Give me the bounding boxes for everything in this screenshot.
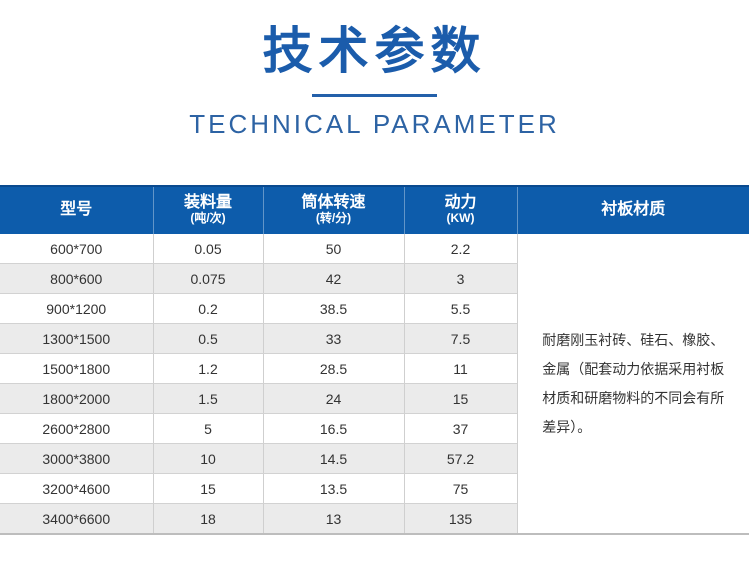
cell-power: 3 bbox=[404, 263, 518, 294]
cell-power: 75 bbox=[404, 473, 518, 504]
liner-material-line: 金属（配套动力依据采用衬板 bbox=[542, 360, 725, 377]
col-header-power-unit: (KW) bbox=[446, 211, 475, 225]
table-row: 600*700 0.05 50 2.2 耐磨刚玉衬砖、硅石、橡胶、 金属（配套动力依据采用… bbox=[0, 234, 749, 535]
cell-speed: 24 bbox=[263, 383, 405, 414]
cell-model: 800*600 bbox=[0, 263, 154, 294]
col-header-speed-unit: (转/分) bbox=[315, 211, 352, 225]
spec-table: 型号 装料量 (吨/次) 筒体转速 (转/分) 动力 (KW) bbox=[0, 185, 749, 535]
cell-speed: 50 bbox=[263, 234, 405, 264]
liner-material-text: 耐磨刚玉衬砖、硅石、橡胶、 金属（配套动力依据采用衬板 材质和研磨物料的不同会有所差… bbox=[542, 326, 724, 442]
liner-material-line: 差异）。 bbox=[542, 418, 592, 435]
cell-load: 15 bbox=[153, 473, 264, 504]
col-header-model-label: 型号 bbox=[60, 200, 93, 218]
page-header: 技术参数 TECHNICAL PARAMETER bbox=[0, 0, 749, 140]
cell-model: 3200*4600 bbox=[0, 473, 154, 504]
col-header-model: 型号 bbox=[0, 185, 154, 234]
cell-load: 1.5 bbox=[153, 383, 264, 414]
header-row: 型号 装料量 (吨/次) 筒体转速 (转/分) 动力 (KW) bbox=[0, 185, 749, 234]
cell-power: 5.5 bbox=[404, 293, 518, 324]
cell-model: 1800*2000 bbox=[0, 383, 154, 414]
cell-load: 0.2 bbox=[153, 293, 264, 324]
col-header-speed-label: 筒体转速 bbox=[301, 194, 366, 211]
liner-material-cell: 耐磨刚玉衬砖、硅石、橡胶、 金属（配套动力依据采用衬板 材质和研磨物料的不同会有所差… bbox=[516, 234, 749, 535]
spec-table-body: 600*700 0.05 50 2.2 耐磨刚玉衬砖、硅石、橡胶、 金属（配套动力依据采用… bbox=[0, 234, 749, 535]
title-divider bbox=[312, 94, 437, 97]
col-header-power: 动力 (KW) bbox=[404, 185, 518, 234]
cell-model: 3400*6600 bbox=[0, 503, 154, 535]
cell-power: 7.5 bbox=[404, 323, 518, 354]
cell-power: 135 bbox=[404, 503, 518, 535]
table-row: 1800*2000 1.5 24 15 bbox=[0, 383, 749, 414]
cell-power: 2.2 bbox=[404, 234, 518, 264]
table-row: 2600*2800 5 16.5 37 bbox=[0, 413, 749, 444]
cell-model: 600*700 bbox=[0, 234, 154, 264]
cell-power: 11 bbox=[404, 353, 518, 384]
cell-power: 37 bbox=[404, 413, 518, 444]
col-header-power-label: 动力 bbox=[444, 194, 477, 211]
cell-model: 1500*1800 bbox=[0, 353, 154, 384]
page-title: 技术参数 bbox=[262, 23, 487, 79]
spec-table-head: 型号 装料量 (吨/次) 筒体转速 (转/分) 动力 (KW) bbox=[0, 185, 749, 234]
cell-model: 3000*3800 bbox=[0, 443, 154, 474]
col-header-speed: 筒体转速 (转/分) bbox=[263, 185, 405, 234]
col-header-liner-label: 衬板材质 bbox=[601, 200, 666, 218]
cell-load: 5 bbox=[153, 413, 264, 444]
cell-load: 0.075 bbox=[153, 263, 264, 294]
cell-model: 900*1200 bbox=[0, 293, 154, 324]
page-subtitle: TECHNICAL PARAMETER bbox=[189, 109, 560, 139]
table-row: 3200*4600 15 13.5 75 bbox=[0, 473, 749, 504]
table-row: 1500*1800 1.2 28.5 11 bbox=[0, 353, 749, 384]
liner-material-line: 材质和研磨物料的不同会有所 bbox=[542, 389, 725, 406]
table-row: 800*600 0.075 42 3 bbox=[0, 263, 749, 294]
cell-load: 10 bbox=[153, 443, 264, 474]
cell-speed: 42 bbox=[263, 263, 405, 294]
cell-speed: 13 bbox=[263, 503, 405, 535]
liner-material-line: 耐磨刚玉衬砖、硅石、橡胶、 bbox=[542, 331, 725, 348]
spec-table-wrap: 型号 装料量 (吨/次) 筒体转速 (转/分) 动力 (KW) bbox=[0, 185, 749, 535]
cell-speed: 16.5 bbox=[263, 413, 405, 444]
cell-speed: 14.5 bbox=[263, 443, 405, 474]
table-row: 3000*3800 10 14.5 57.2 bbox=[0, 443, 749, 474]
cell-power: 15 bbox=[404, 383, 518, 414]
table-row: 1300*1500 0.5 33 7.5 bbox=[0, 323, 749, 354]
cell-model: 2600*2800 bbox=[0, 413, 154, 444]
table-row: 900*1200 0.2 38.5 5.5 bbox=[0, 293, 749, 324]
cell-load: 1.2 bbox=[153, 353, 264, 384]
cell-load: 0.05 bbox=[153, 234, 264, 264]
table-row: 3400*6600 18 13 135 bbox=[0, 503, 749, 535]
col-header-load: 装料量 (吨/次) bbox=[153, 185, 264, 234]
cell-load: 18 bbox=[153, 503, 264, 535]
cell-speed: 13.5 bbox=[263, 473, 405, 504]
cell-speed: 33 bbox=[263, 323, 405, 354]
col-header-load-label: 装料量 bbox=[183, 194, 232, 211]
cell-load: 0.5 bbox=[153, 323, 264, 354]
col-header-liner: 衬板材质 bbox=[517, 185, 749, 234]
cell-speed: 38.5 bbox=[263, 293, 405, 324]
col-header-load-unit: (吨/次) bbox=[190, 211, 226, 225]
cell-model: 1300*1500 bbox=[0, 323, 154, 354]
cell-power: 57.2 bbox=[404, 443, 518, 474]
cell-speed: 28.5 bbox=[263, 353, 405, 384]
